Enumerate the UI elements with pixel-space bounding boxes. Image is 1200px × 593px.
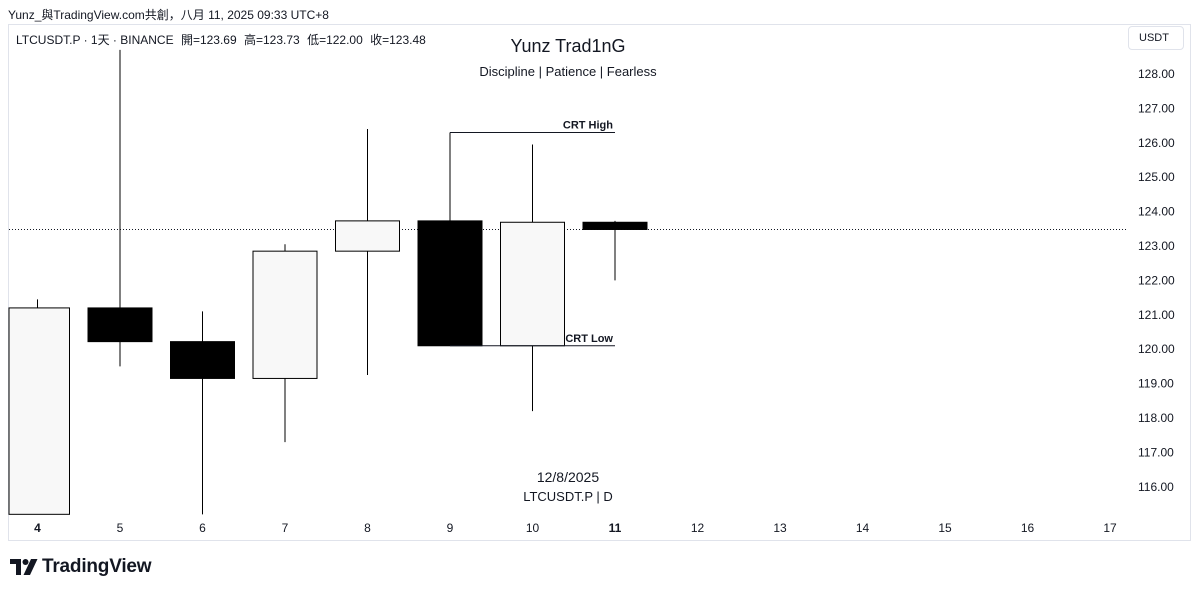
time-tick-label: 9 [447, 521, 454, 535]
candle-body-9 [417, 220, 483, 347]
chart-subtitle: Discipline | Patience | Fearless [479, 64, 657, 79]
price-unit-button[interactable]: USDT [1128, 26, 1184, 50]
watermark-date: 12/8/2025 [536, 469, 600, 485]
time-tick-label: 12 [691, 521, 705, 535]
time-tick-label: 6 [199, 521, 206, 535]
time-tick-label: 7 [282, 521, 289, 535]
tradingview-logo-text: TradingView [42, 556, 152, 577]
candle-body-11 [582, 221, 648, 230]
annotation-label-1: CRT Low [565, 333, 613, 345]
candle-body-5 [87, 307, 153, 343]
candle-body-7 [252, 250, 318, 379]
candle-body-6 [170, 341, 235, 379]
candle-body-4 [8, 307, 70, 515]
ohlc-high: 高=123.73 [244, 33, 300, 47]
annotation-label-0: CRT High [563, 119, 613, 131]
price-tick-label: 127.00 [1138, 101, 1175, 115]
watermark-symbol: LTCUSDT.P | D [523, 489, 613, 504]
time-tick-label: 15 [938, 521, 952, 535]
price-tick-label: 117.00 [1138, 445, 1174, 459]
chart-header: Yunz_與TradingView.com共創，八月 11, 2025 09:3… [8, 8, 329, 22]
time-tick-label: 10 [526, 521, 540, 535]
time-axis[interactable]: 4 5 6 7 8 9 10 11 12 13 14 15 16 17 [34, 521, 1117, 535]
tradingview-logo[interactable]: TradingView [10, 556, 152, 578]
price-tick-label: 128.00 [1138, 67, 1175, 81]
time-tick-label: 5 [117, 521, 124, 535]
candle-body-8 [335, 220, 400, 252]
candles-group [8, 49, 648, 515]
price-tick-label: 120.00 [1138, 342, 1175, 356]
price-tick-label: 116.00 [1138, 480, 1174, 494]
price-tick-label: 124.00 [1138, 205, 1175, 219]
ohlc-low: 低=122.00 [307, 33, 363, 47]
time-tick-label: 17 [1103, 521, 1117, 535]
symbol-name[interactable]: LTCUSDT.P · 1天 · BINANCE [16, 33, 174, 47]
tradingview-logo-icon [10, 559, 38, 575]
time-tick-label: 8 [364, 521, 371, 535]
candle-body-10 [500, 221, 565, 347]
price-tick-label: 118.00 [1138, 411, 1174, 425]
price-tick-label: 122.00 [1138, 273, 1175, 287]
price-tick-label: 126.00 [1138, 136, 1175, 150]
price-tick-label: 121.00 [1138, 308, 1175, 322]
time-tick-label: 11 [609, 521, 622, 535]
price-tick-label: 125.00 [1138, 170, 1175, 184]
time-tick-label: 14 [856, 521, 870, 535]
ohlc-close: 收=123.48 [370, 33, 426, 47]
ohlc-open: 開=123.69 [180, 33, 237, 47]
time-tick-label: 4 [34, 521, 41, 535]
price-tick-label: 123.00 [1138, 239, 1175, 253]
chart-title: Yunz Trad1nG [510, 36, 626, 56]
price-axis[interactable]: 128.00 127.00 126.00 125.00 124.00 123.00 122.… [1138, 67, 1175, 494]
time-tick-label: 13 [773, 521, 787, 535]
symbol-info[interactable]: LTCUSDT.P · 1天 · BINANCE 開=123.69 高=123.… [16, 31, 430, 48]
time-tick-label: 16 [1021, 521, 1035, 535]
chart-frame [8, 24, 1191, 541]
annotations-group: CRT High CRT Low [450, 119, 615, 347]
price-tick-label: 119.00 [1138, 377, 1174, 391]
